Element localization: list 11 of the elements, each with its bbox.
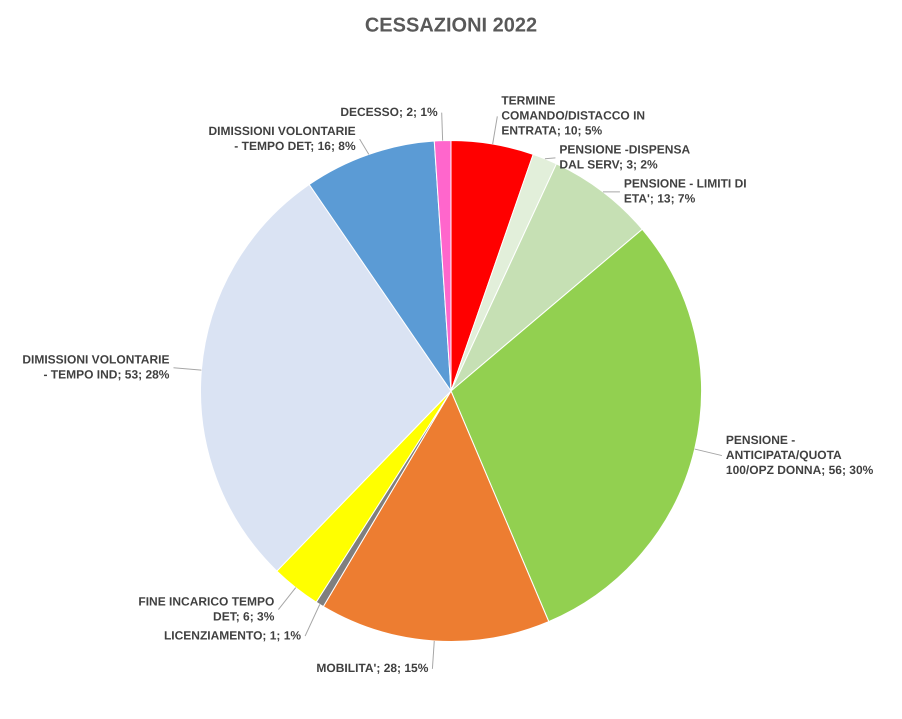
slice-label: PENSIONE - ANTICIPATA/QUOTA 100/OPZ DONNA; 56; 30% bbox=[726, 432, 874, 477]
chart-title: CESSAZIONI 2022 bbox=[364, 14, 538, 37]
slice-label: PENSIONE - LIMITI DI ETA'; 13; 7% bbox=[624, 176, 747, 206]
slice-label: MOBILITA'; 28; 15% bbox=[316, 661, 429, 676]
slice-label: LICENZIAMENTO; 1; 1% bbox=[164, 628, 302, 642]
slice-label: DECESSO; 2; 1% bbox=[340, 104, 438, 119]
slice-label: PENSIONE -DISPENSA DAL SERV; 3; 2% bbox=[559, 142, 690, 172]
slice-label: DIMISSIONI VOLONTARIE - TEMPO IND; 53; 28% bbox=[22, 352, 170, 382]
slice-label: FINE INCARICO TEMPO DET; 6; 3% bbox=[138, 594, 275, 624]
slice-label: DIMISSIONI VOLONTARIE - TEMPO DET; 16; 8% bbox=[208, 124, 356, 153]
slice-label: TERMINE COMANDO/DISTACCO IN ENTRATA; 10; 5% bbox=[501, 94, 646, 138]
